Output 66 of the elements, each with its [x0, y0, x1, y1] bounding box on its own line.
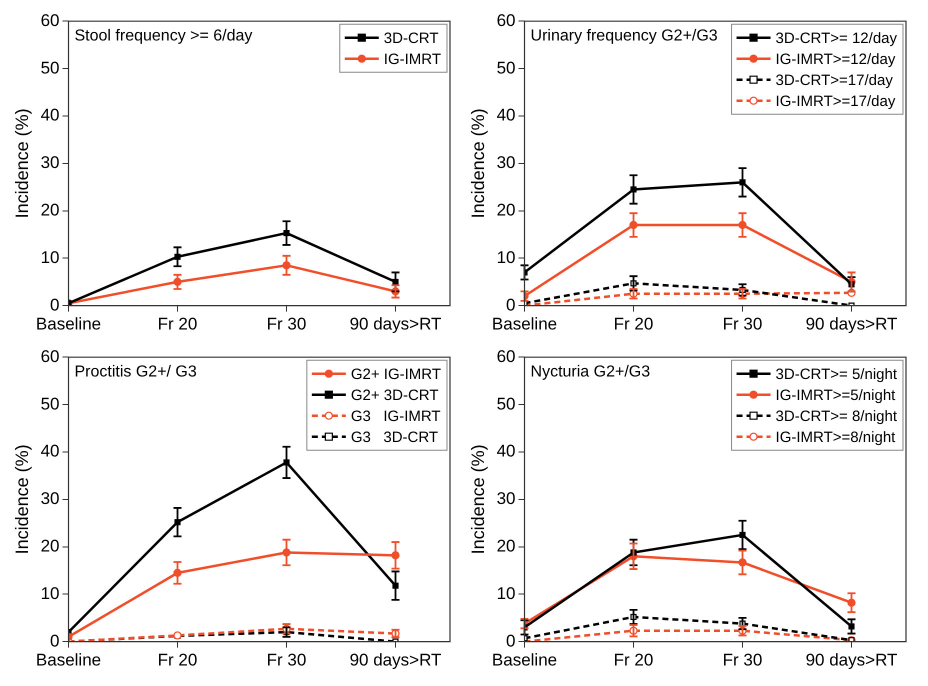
legend-label: G3 3D-CRT — [350, 428, 438, 446]
y-tick-label: 10 — [40, 584, 60, 603]
legend-label: 3D-CRT>= 5/night — [776, 366, 898, 383]
y-tick-label: 50 — [496, 58, 516, 78]
legend-label: 3D-CRT — [384, 30, 439, 47]
y-tick-label: 10 — [496, 584, 516, 603]
x-tick-label: Fr 30 — [722, 650, 762, 670]
y-tick-label: 0 — [506, 295, 516, 314]
y-tick-label: 30 — [496, 489, 516, 508]
chart-title: Stool frequency >= 6/day — [74, 28, 252, 45]
x-tick-label: Fr 20 — [158, 650, 198, 670]
y-tick-label: 10 — [40, 248, 60, 267]
x-tick-label: Baseline — [36, 650, 102, 670]
y-tick-label: 20 — [496, 536, 516, 556]
legend-label: G2+ IG-IMRT — [350, 366, 441, 383]
x-tick-label: 90 days>RT — [350, 650, 442, 670]
x-tick-label: Fr 30 — [266, 650, 306, 670]
y-tick-label: 50 — [496, 394, 516, 414]
x-tick-label: 90 days>RT — [806, 314, 898, 334]
x-tick-label: 90 days>RT — [350, 314, 442, 334]
y-tick-label: 30 — [40, 489, 60, 508]
legend-label: 3D-CRT>=17/day — [776, 72, 894, 89]
legend-label: G2+ 3D-CRT — [350, 386, 439, 404]
y-tick-label: 30 — [496, 153, 516, 172]
y-tick-label: 50 — [40, 394, 60, 414]
legend-label: IG-IMRT>=17/day — [776, 92, 896, 110]
y-tick-label: 40 — [496, 442, 516, 461]
legend-label: IG-IMRT>=8/night — [776, 428, 896, 446]
y-tick-label: 60 — [496, 10, 516, 30]
y-axis-title: Incidence (%) — [12, 108, 32, 218]
y-tick-label: 20 — [496, 200, 516, 220]
y-tick-label: 60 — [496, 346, 516, 366]
y-tick-label: 0 — [50, 631, 60, 650]
y-tick-label: 60 — [40, 10, 60, 30]
x-tick-label: Fr 20 — [158, 314, 198, 334]
legend-label: IG-IMRT>=5/night — [776, 386, 896, 404]
x-tick-label: Fr 30 — [722, 314, 762, 334]
y-tick-label: 40 — [496, 106, 516, 125]
x-tick-label: Fr 20 — [614, 650, 654, 670]
x-tick-label: Baseline — [36, 314, 102, 334]
y-axis-title: Incidence (%) — [468, 108, 488, 218]
chart-title: Urinary frequency G2+/G3 — [530, 28, 718, 45]
legend-label: IG-IMRT>=12/day — [776, 50, 896, 68]
legend-label: IG-IMRT — [384, 50, 441, 68]
y-tick-label: 10 — [496, 248, 516, 267]
y-tick-label: 0 — [506, 631, 516, 650]
x-tick-label: Baseline — [492, 314, 558, 334]
legend-label: 3D-CRT>= 8/night — [776, 408, 898, 425]
x-tick-label: Fr 30 — [266, 314, 306, 334]
y-axis-title: Incidence (%) — [468, 444, 488, 554]
y-tick-label: 50 — [40, 58, 60, 78]
chart-title: Proctitis G2+/ G3 — [74, 364, 197, 381]
legend-label: G3 IG-IMRT — [350, 408, 441, 425]
chart-title: Nycturia G2+/G3 — [530, 364, 650, 381]
y-tick-label: 40 — [40, 106, 60, 125]
legend-label: 3D-CRT>= 12/day — [776, 30, 898, 47]
y-tick-label: 0 — [50, 295, 60, 314]
y-tick-label: 60 — [40, 346, 60, 366]
y-tick-label: 20 — [40, 200, 60, 220]
x-tick-label: 90 days>RT — [806, 650, 898, 670]
y-axis-title: Incidence (%) — [12, 444, 32, 554]
y-tick-label: 30 — [40, 153, 60, 172]
y-tick-label: 40 — [40, 442, 60, 461]
x-tick-label: Baseline — [492, 650, 558, 670]
x-tick-label: Fr 20 — [614, 314, 654, 334]
y-tick-label: 20 — [40, 536, 60, 556]
